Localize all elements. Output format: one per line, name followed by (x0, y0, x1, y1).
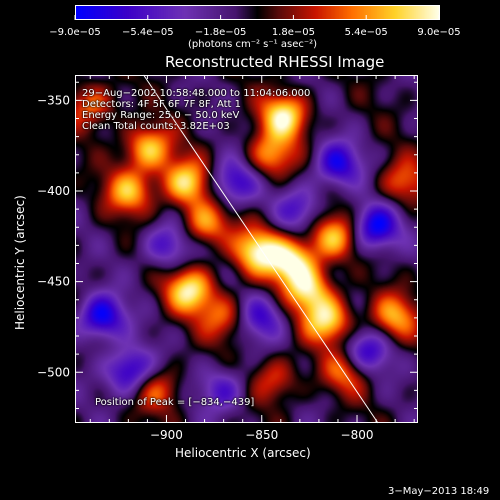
heatmap-image (76, 76, 417, 422)
annotation-detectors: Detectors: 4F 5F 6F 7F 8F, Att 1 (82, 99, 242, 110)
y-axis-label: Heliocentric Y (arcsec) (13, 195, 27, 330)
colorbar-tick-label: 9.0e−05 (417, 27, 460, 38)
solar-limb-line (143, 74, 379, 424)
colorbar-ticks: −9.0e−05 −5.4e−05 −1.8e−05 1.8e−05 5.4e−05 9.… (49, 15, 461, 38)
colorbar-tick-label: −5.4e−05 (122, 27, 174, 38)
colorbar-tick-label: 5.4e−05 (345, 27, 388, 38)
plot-area (75, 75, 418, 423)
y-tick-label: −350 (37, 93, 70, 107)
colorbar-tick-label: 1.8e−05 (272, 27, 315, 38)
x-tick-label: −850 (245, 428, 278, 442)
peak-position-label: Position of Peak = [−834,−439] (95, 397, 255, 408)
colorbar-tick-label: −1.8e−05 (195, 27, 247, 38)
colorbar-units-label: (photons cm⁻² s⁻¹ asec⁻²) (188, 39, 318, 50)
x-tick-label: −800 (341, 428, 374, 442)
chart-title: Reconstructed RHESSI Image (165, 53, 385, 71)
y-tick-label: −400 (37, 184, 70, 198)
y-tick-label: −450 (37, 275, 70, 289)
colorbar (75, 5, 440, 20)
x-axis-label: Heliocentric X (arcsec) (175, 446, 311, 460)
x-tick-label: −900 (150, 428, 183, 442)
y-tick-label: −500 (37, 365, 70, 379)
annotation-time-range: 29−Aug−2002 10:58:48.000 to 11:04:06.000 (82, 88, 311, 99)
annotation-energy-range: Energy Range: 25.0 − 50.0 keV (82, 110, 240, 121)
footer-date: 3−May−2013 18:49 (388, 486, 490, 497)
colorbar-tick-label: −9.0e−05 (49, 27, 101, 38)
annotation-clean-counts: Clean Total counts: 3.82E+03 (82, 121, 230, 132)
